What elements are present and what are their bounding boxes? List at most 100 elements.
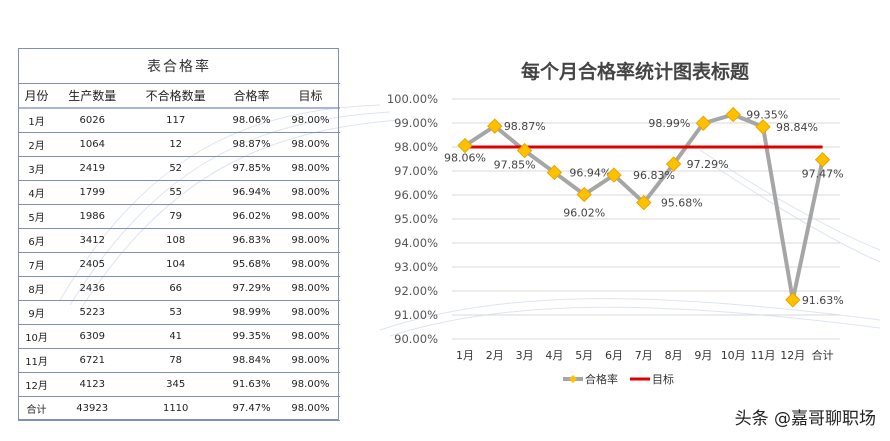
table-cell: 1064 (55, 132, 130, 157)
table-cell: 4月 (18, 180, 56, 205)
table-row: 10月 6309 41 99.35% 98.00% (18, 324, 340, 349)
table-cell: 2436 (55, 276, 130, 301)
x-tick-label: 3月 (516, 349, 534, 362)
data-point-marker (576, 186, 592, 203)
y-tick-label: 95.00% (394, 212, 438, 226)
table-cell: 98.00% (281, 180, 340, 205)
table-cell: 1月 (18, 108, 56, 133)
column-header: 生产数量 (55, 83, 130, 109)
data-label: 95.68% (661, 197, 703, 210)
column-header: 目标 (281, 83, 340, 109)
table-cell: 95.68% (222, 252, 281, 277)
y-tick-label: 93.00% (394, 260, 438, 274)
table-cell: 4123 (55, 372, 130, 397)
data-label: 96.83% (633, 169, 675, 182)
table-cell: 6309 (55, 324, 130, 349)
data-point-marker (487, 118, 503, 134)
table-cell: 98.00% (281, 300, 340, 325)
table-cell: 6721 (55, 348, 130, 373)
table-row: 5月 1986 79 96.02% 98.00% (18, 204, 340, 229)
x-tick-label: 6月 (605, 349, 623, 362)
data-point-marker (725, 106, 741, 123)
x-tick-label: 10月 (721, 349, 746, 362)
table-cell: 1986 (55, 204, 130, 229)
table-cell: 98.00% (281, 108, 340, 133)
table-cell: 12 (129, 132, 223, 157)
table-cell: 98.06% (222, 108, 281, 133)
table-cell: 97.85% (222, 156, 281, 181)
table-cell: 98.00% (281, 372, 340, 397)
table-row: 2月 1064 12 98.87% 98.00% (18, 132, 340, 157)
chart-title: 每个月合格率统计图表标题 (521, 60, 749, 83)
y-tick-label: 100.00% (387, 92, 438, 106)
data-label: 97.47% (802, 168, 844, 181)
data-label: 98.84% (776, 121, 818, 134)
column-header: 不合格数量 (129, 83, 223, 109)
table-cell: 78 (129, 348, 223, 373)
y-tick-label: 94.00% (394, 236, 438, 250)
data-point-marker (665, 156, 682, 172)
table-cell: 52 (129, 156, 223, 181)
y-tick-label: 96.00% (394, 188, 438, 202)
x-tick-label: 2月 (486, 349, 504, 362)
table-cell: 108 (129, 228, 223, 253)
data-point-marker (516, 142, 533, 159)
table-row: 9月 5223 53 98.99% 98.00% (18, 300, 340, 325)
table-cell: 43923 (55, 396, 130, 421)
legend-label-target: 目标 (652, 372, 674, 386)
table-cell: 117 (129, 108, 223, 133)
table-cell: 96.94% (222, 180, 281, 205)
y-tick-label: 99.00% (394, 116, 438, 130)
table-row: 合计 43923 1110 97.47% 98.00% (18, 396, 340, 421)
table-row: 3月 2419 52 97.85% 98.00% (18, 156, 340, 181)
table-cell: 96.83% (222, 228, 281, 253)
table-cell: 1799 (55, 180, 130, 205)
table-cell: 345 (129, 372, 223, 397)
data-point-marker (785, 292, 801, 308)
table-cell: 12月 (18, 372, 56, 397)
data-point-marker (814, 152, 831, 168)
table-cell: 8月 (18, 276, 56, 301)
data-point-marker (457, 137, 473, 154)
data-point-marker (606, 167, 622, 183)
table-cell: 99.35% (222, 324, 281, 349)
table-row: 1月 6026 117 98.06% 98.00% (18, 108, 340, 133)
data-point-marker (546, 164, 563, 181)
table-cell: 11月 (18, 348, 56, 373)
y-tick-label: 92.00% (394, 284, 438, 298)
table-row: 6月 3412 108 96.83% 98.00% (18, 228, 340, 253)
table-row: 7月 2405 104 95.68% 98.00% (18, 252, 340, 277)
legend: 合格率 目标 (563, 372, 674, 386)
data-label: 97.85% (494, 159, 536, 172)
data-point-marker (695, 115, 712, 131)
data-label: 98.99% (648, 117, 690, 130)
table-title: 表合格率 (18, 48, 340, 84)
legend-marker (569, 375, 577, 383)
x-tick-label: 7月 (635, 349, 653, 362)
watermark: 头条 @嘉哥聊职场 (734, 409, 876, 429)
data-label: 99.35% (746, 109, 788, 122)
table-cell: 2月 (18, 132, 56, 157)
x-tick-label: 9月 (694, 349, 712, 362)
table-row: 11月 6721 78 98.84% 98.00% (18, 348, 340, 373)
table-row: 12月 4123 345 91.63% 98.00% (18, 372, 340, 397)
data-point-marker (755, 119, 771, 135)
table-cell: 9月 (18, 300, 56, 325)
table-cell: 5月 (18, 204, 56, 229)
data-label: 96.02% (563, 207, 605, 220)
table-cell: 7月 (18, 252, 56, 277)
table-cell: 98.00% (281, 276, 340, 301)
table-cell: 98.00% (281, 252, 340, 277)
x-tick-label: 8月 (665, 349, 683, 362)
data-label: 96.94% (569, 166, 611, 179)
x-tick-label: 合计 (812, 348, 834, 362)
data-label: 98.87% (504, 120, 546, 133)
x-tick-label: 4月 (545, 349, 563, 362)
table-cell: 66 (129, 276, 223, 301)
table-cell: 6026 (55, 108, 130, 133)
table-row: 4月 1799 55 96.94% 98.00% (18, 180, 340, 205)
y-tick-label: 91.00% (394, 308, 438, 322)
table-cell: 3月 (18, 156, 56, 181)
x-tick-label: 5月 (575, 349, 593, 362)
table-cell: 41 (129, 324, 223, 349)
